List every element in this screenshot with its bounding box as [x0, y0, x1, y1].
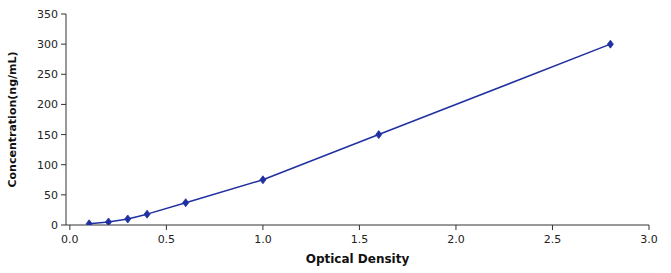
data-point: [607, 40, 613, 48]
y-tick: [61, 164, 66, 165]
data-point: [125, 215, 131, 223]
x-tick: [455, 225, 456, 230]
x-tick-label: 3.0: [640, 233, 658, 246]
y-tick: [61, 74, 66, 75]
data-point: [183, 199, 189, 207]
x-axis-line: [66, 225, 649, 226]
chart-container: 0.0 0.5 1.0 1.5 2.0 2.5 3.0 0 50 100 150 200 250 300 3…: [0, 0, 671, 273]
x-tick-label: 0.0: [61, 233, 79, 246]
y-axis-line: [66, 14, 67, 225]
x-tick: [649, 225, 650, 230]
y-tick: [61, 194, 66, 195]
y-tick-label: 200: [37, 98, 58, 111]
y-tick-label: 50: [44, 189, 58, 202]
y-axis-label: Concentration(ng/mL): [6, 51, 19, 187]
x-tick-label: 0.5: [158, 233, 176, 246]
x-tick: [359, 225, 360, 230]
data-line: [89, 44, 610, 224]
x-tick-label: 2.5: [544, 233, 562, 246]
y-tick-label: 300: [37, 38, 58, 51]
data-point: [105, 218, 111, 225]
x-tick-label: 1.0: [254, 233, 272, 246]
x-tick: [262, 225, 263, 230]
data-point: [376, 131, 382, 139]
plot-area: [86, 40, 613, 225]
data-point: [144, 210, 150, 218]
axes: 0.0 0.5 1.0 1.5 2.0 2.5 3.0 0 50 100 150 200 250 300 3…: [37, 8, 658, 246]
x-tick-label: 1.5: [351, 233, 369, 246]
y-tick-label: 0: [51, 219, 58, 232]
data-point: [86, 220, 92, 225]
y-tick-label: 250: [37, 68, 58, 81]
y-tick: [61, 14, 66, 15]
data-point: [260, 176, 266, 184]
y-tick-label: 150: [37, 129, 58, 142]
y-tick-label: 350: [37, 8, 58, 21]
chart: 0.0 0.5 1.0 1.5 2.0 2.5 3.0 0 50 100 150 200 250 300 3…: [0, 0, 671, 273]
y-tick-label: 100: [37, 159, 58, 172]
x-tick: [552, 225, 553, 230]
y-tick: [61, 104, 66, 105]
x-axis-label: Optical Density: [306, 252, 410, 266]
y-tick: [61, 225, 66, 226]
x-tick: [69, 225, 70, 230]
y-tick: [61, 44, 66, 45]
y-tick: [61, 134, 66, 135]
x-tick: [166, 225, 167, 230]
x-tick-label: 2.0: [447, 233, 465, 246]
